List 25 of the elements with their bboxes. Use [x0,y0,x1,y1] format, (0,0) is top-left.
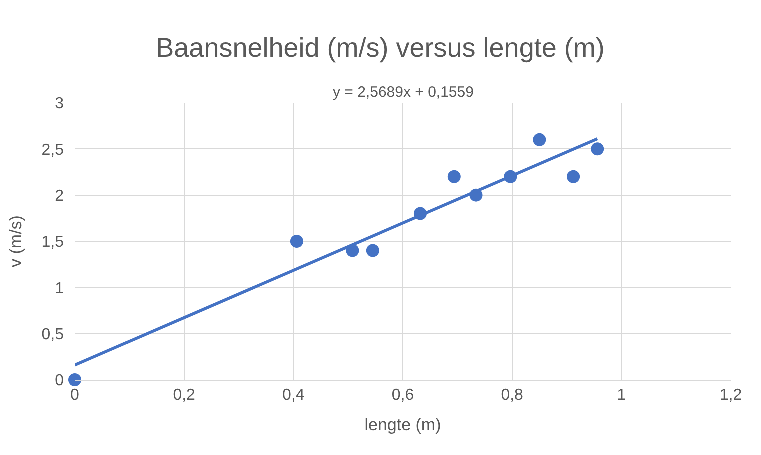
point [567,170,580,184]
x-tick-label: 0,8 [501,387,524,404]
x-tick-label: 0,4 [282,387,305,404]
point [290,235,304,248]
x-tick-label: 1,2 [720,387,742,404]
x-tick-label: 0 [70,387,80,404]
y-tick-label: 2 [55,188,64,205]
y-axis-title: v (m/s) [6,216,26,268]
x-tick-label: 0,6 [392,387,414,404]
y-tick-label: 0 [55,372,64,390]
point [366,244,380,258]
y-tick-label: 0,5 [42,326,64,344]
point [591,142,604,156]
x-tick-label: 1 [617,387,626,404]
y-tick-label: 1,5 [42,234,64,252]
y-tick-label: 3 [55,96,64,113]
x-axis-title: lengte (m) [364,416,442,435]
point [448,170,461,184]
point [68,374,82,386]
x-tick-label: 0,2 [173,387,196,404]
text: y = 2,5689x + 0,1559 [333,84,474,101]
chart-title: Baansnelheid (m/s) versus lengte (m) [156,33,605,64]
y-tick-label: 2,5 [42,142,64,159]
y-tick-label: 1 [55,280,64,298]
point [533,133,546,146]
